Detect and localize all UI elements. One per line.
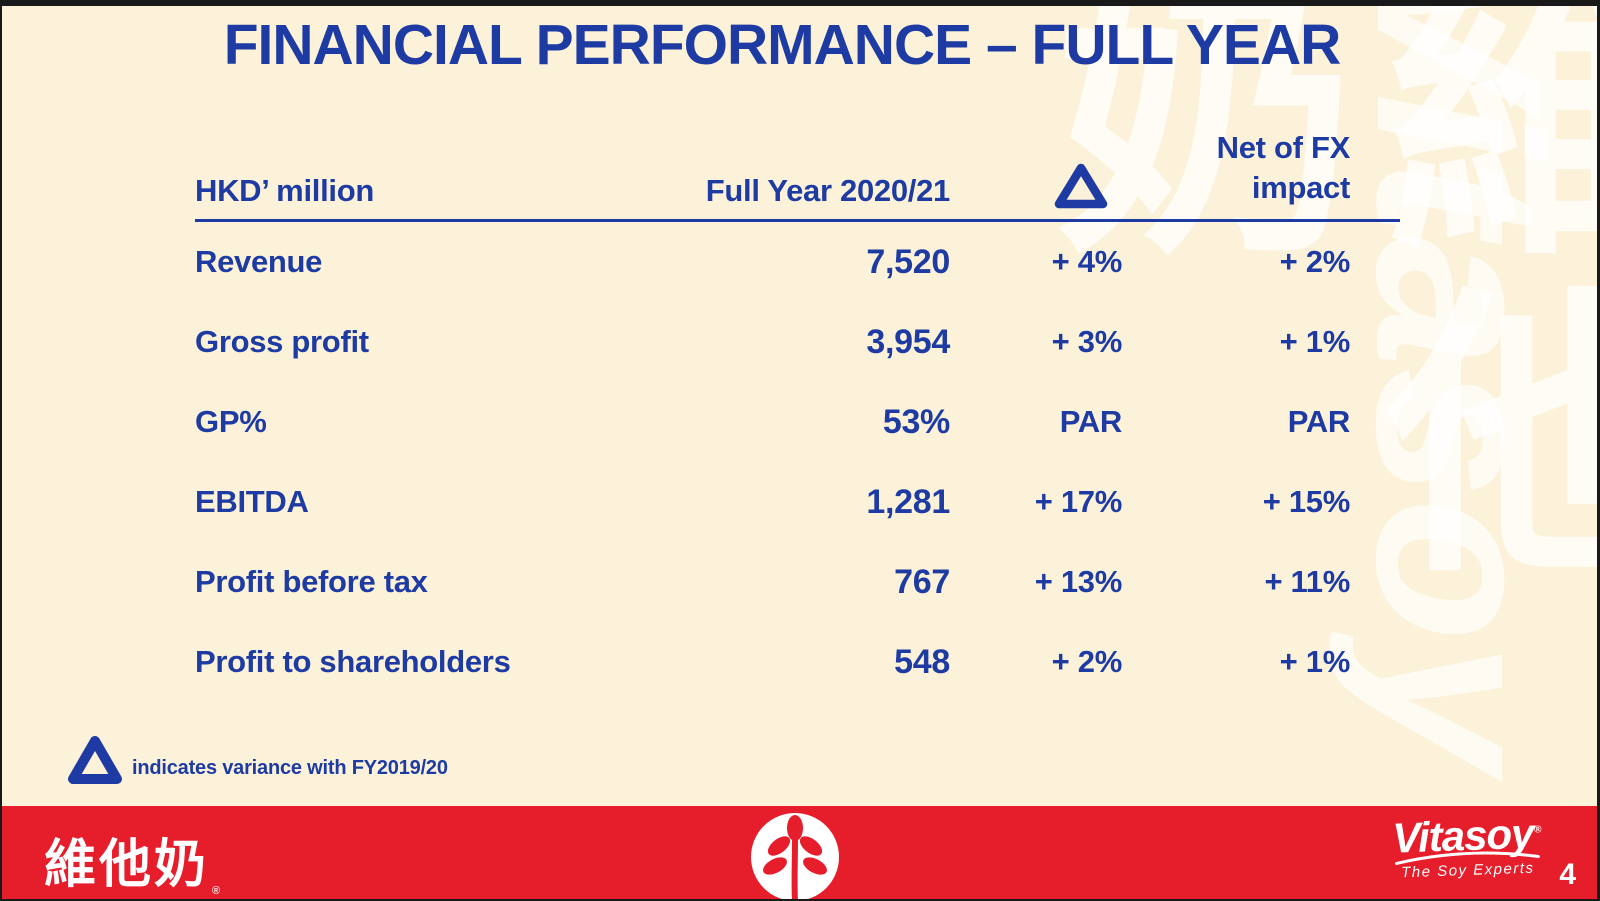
page-number: 4 bbox=[1559, 858, 1576, 891]
table-row: EBITDA 1,281 + 17% + 15% bbox=[195, 462, 1400, 542]
table-row: Revenue 7,520 + 4% + 2% bbox=[195, 222, 1400, 302]
cell-fx: + 1% bbox=[1279, 324, 1351, 359]
registered-mark: ® bbox=[212, 885, 224, 897]
cell-value: 767 bbox=[894, 562, 950, 601]
header-fx-line1: Net of FX bbox=[1216, 130, 1351, 165]
screen-edge-bottom bbox=[0, 899, 1600, 901]
swoosh-underline bbox=[1395, 851, 1540, 866]
table-row: Profit before tax 767 + 13% + 11% bbox=[195, 542, 1400, 622]
cell-fx: + 11% bbox=[1264, 564, 1350, 599]
footnote-text: indicates variance with FY2019/20 bbox=[132, 757, 448, 779]
cell-value: 7,520 bbox=[866, 242, 950, 281]
cell-label: EBITDA bbox=[195, 484, 309, 519]
table-row: Gross profit 3,954 + 3% + 1% bbox=[195, 302, 1400, 382]
cell-delta: PAR bbox=[1059, 404, 1123, 439]
screen-edge-right bbox=[1597, 0, 1600, 901]
header-delta bbox=[950, 163, 1122, 209]
table-body: Revenue 7,520 + 4% + 2% Gross profit 3,954 + 3… bbox=[195, 222, 1400, 702]
cell-fx: + 2% bbox=[1279, 244, 1351, 279]
table-row: Profit to shareholders 548 + 2% + 1% bbox=[195, 622, 1400, 702]
financial-table: HKD’ million Full Year 2020/21 Net of FX… bbox=[195, 128, 1400, 702]
cell-label: Gross profit bbox=[195, 324, 369, 359]
cell-delta: + 4% bbox=[1051, 244, 1123, 279]
vitasoy-plant-logo bbox=[751, 813, 839, 901]
cell-delta: + 2% bbox=[1051, 644, 1123, 679]
cell-delta: + 17% bbox=[1034, 484, 1123, 519]
cell-delta: + 13% bbox=[1034, 564, 1123, 599]
table-header-row: HKD’ million Full Year 2020/21 Net of FX… bbox=[195, 128, 1400, 222]
cell-value: 53% bbox=[882, 402, 950, 441]
cell-label: GP% bbox=[195, 404, 267, 439]
chinese-wordmark-text: 維他奶 bbox=[44, 836, 210, 894]
cell-fx: + 15% bbox=[1262, 484, 1351, 519]
table-row: GP% 53% PAR PAR bbox=[195, 382, 1400, 462]
cell-label: Profit before tax bbox=[195, 564, 428, 599]
screen-edge-left bbox=[0, 0, 2, 901]
page-title: FINANCIAL PERFORMANCE – FULL YEAR bbox=[223, 13, 1342, 77]
header-period: Full Year 2020/21 bbox=[705, 172, 951, 208]
header-fx-line2: impact bbox=[1251, 170, 1350, 206]
cell-fx: PAR bbox=[1287, 404, 1351, 439]
header-fx: Net of FX impact bbox=[1122, 128, 1400, 209]
cell-value: 548 bbox=[894, 642, 950, 681]
footnote-delta-icon bbox=[68, 736, 122, 784]
plant-icon bbox=[763, 815, 827, 901]
screen-edge-top bbox=[0, 0, 1600, 6]
cell-label: Profit to shareholders bbox=[195, 644, 511, 679]
vitasoy-wordmark: Vitasoy® The Soy Experts bbox=[1391, 810, 1543, 882]
footnote: indicates variance with FY2019/20 bbox=[68, 735, 448, 785]
vitasoy-chinese-wordmark: 維他奶 ® bbox=[44, 822, 223, 897]
header-unit: HKD’ million bbox=[195, 172, 374, 208]
cell-value: 1,281 bbox=[866, 482, 950, 521]
delta-triangle-icon bbox=[1054, 163, 1108, 208]
registered-mark: ® bbox=[1534, 824, 1541, 836]
cell-fx: + 1% bbox=[1279, 644, 1351, 679]
footer-bar: 維他奶 ® Vitasoy® The Soy Experts 4 bbox=[0, 806, 1600, 901]
cell-delta: + 3% bbox=[1051, 324, 1123, 359]
cell-label: Revenue bbox=[195, 244, 323, 279]
cell-value: 3,954 bbox=[866, 322, 950, 361]
